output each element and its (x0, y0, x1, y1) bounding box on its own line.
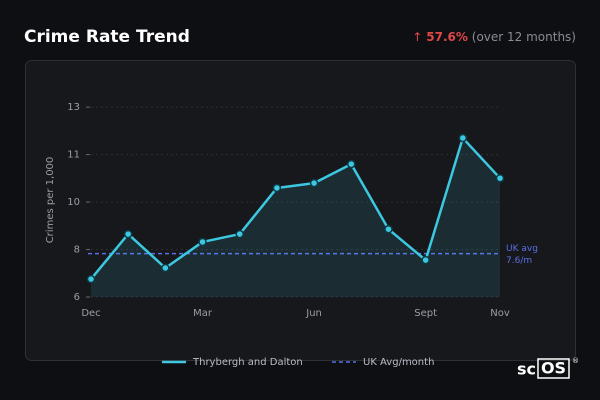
logo-sc: sc (517, 360, 536, 379)
logo-box (537, 358, 570, 379)
point (347, 159, 356, 169)
legend-label: Thrybergh and Dalton (192, 357, 303, 368)
x-tick-label: Nov (490, 308, 510, 319)
x-tick-label: Dec (81, 308, 100, 319)
change: 57.6% (426, 30, 468, 44)
legend-label: UK Avg/month (363, 357, 434, 368)
point (86, 274, 96, 284)
x-tick-label: Sept (414, 308, 437, 319)
point (309, 178, 319, 188)
reference-label: UK avg (506, 244, 538, 254)
period: (over 12 months) (472, 30, 576, 44)
y-tick-label: 13 (67, 102, 80, 113)
y-tick-label: 10 (67, 197, 80, 208)
area (91, 138, 500, 297)
line (90, 136, 501, 280)
change-summary: ↑ 57.6% (over 12 months) (412, 30, 576, 44)
point (495, 173, 505, 183)
x-tick-label: Jun (305, 308, 322, 319)
y-tick-label: 8 (74, 245, 80, 256)
point (421, 255, 430, 265)
y-axis-label: Crimes per 1,000 (45, 157, 56, 244)
chart-panel (25, 60, 576, 361)
point (458, 133, 468, 143)
point (235, 229, 244, 239)
y-tick-label: 11 (67, 150, 80, 161)
point (384, 224, 393, 234)
arrow: ↑ (412, 30, 422, 44)
point (198, 237, 207, 247)
point (272, 183, 282, 193)
point (123, 229, 133, 239)
plot: 6 8 10 11 13 Crimes per 1,000 Dec Mar Jun Sept Nov… (45, 102, 538, 368)
point (161, 263, 170, 273)
logo-mark: ® (572, 357, 579, 365)
logo-os: OS (541, 359, 566, 378)
y-tick-label: 6 (74, 292, 80, 303)
x-tick-label: Mar (193, 308, 213, 319)
reference-value-label: 7.6/m (506, 256, 532, 266)
title: Crime Rate Trend (24, 27, 190, 47)
